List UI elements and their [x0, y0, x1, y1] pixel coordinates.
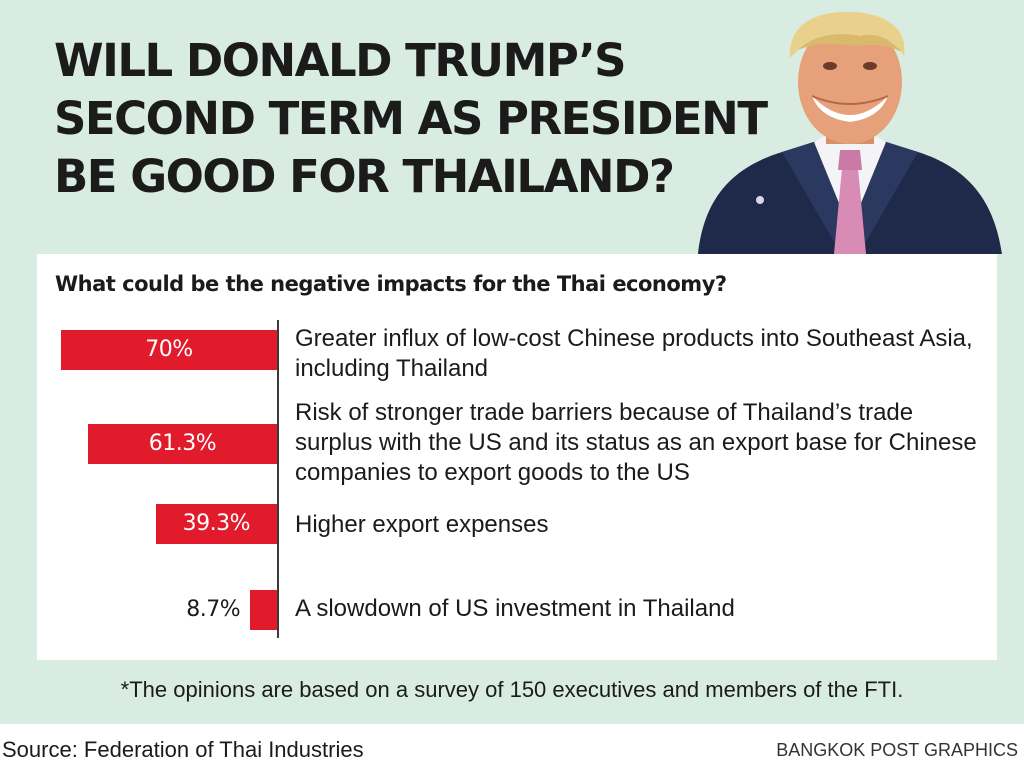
category-label-3: Higher export expenses	[295, 511, 549, 538]
bar-1	[61, 330, 277, 370]
bar-value-label-2: 61.3%	[148, 431, 217, 456]
category-label-1: Greater influx of low-cost Chinese produ…	[295, 325, 973, 382]
category-label-2: Risk of stronger trade barriers because …	[295, 399, 977, 486]
headline-line-1: WILL DONALD TRUMP’S	[54, 34, 627, 87]
chart-axis-line	[277, 320, 279, 638]
chart-title: What could be the negative impacts for t…	[55, 272, 727, 296]
headline-line-2: SECOND TERM AS PRESIDENT	[54, 92, 768, 145]
bar-value-label-3: 39.3%	[182, 511, 251, 536]
chart-card: What could be the negative impacts for t…	[37, 254, 997, 660]
bar-4	[250, 590, 277, 630]
graphics-credit: BANGKOK POST GRAPHICS	[776, 740, 1018, 760]
bar-chart: 70% Greater influx of low-cost Chinese pr…	[37, 314, 997, 660]
bar-value-label-1: 70%	[145, 337, 193, 362]
trump-portrait	[690, 0, 1010, 254]
headline-line-3: BE GOOD FOR THAILAND?	[54, 150, 675, 203]
survey-footnote: *The opinions are based on a survey of 1…	[120, 677, 904, 702]
headline: WILL DONALD TRUMP’S SECOND TERM AS PRESI…	[54, 32, 768, 206]
category-label-4: A slowdown of US investment in Thailand	[295, 595, 735, 622]
source-credit: Source: Federation of Thai Industries	[2, 737, 364, 762]
bar-3	[155, 504, 277, 544]
bar-2	[87, 424, 277, 464]
bar-value-label-4: 8.7%	[186, 597, 241, 622]
